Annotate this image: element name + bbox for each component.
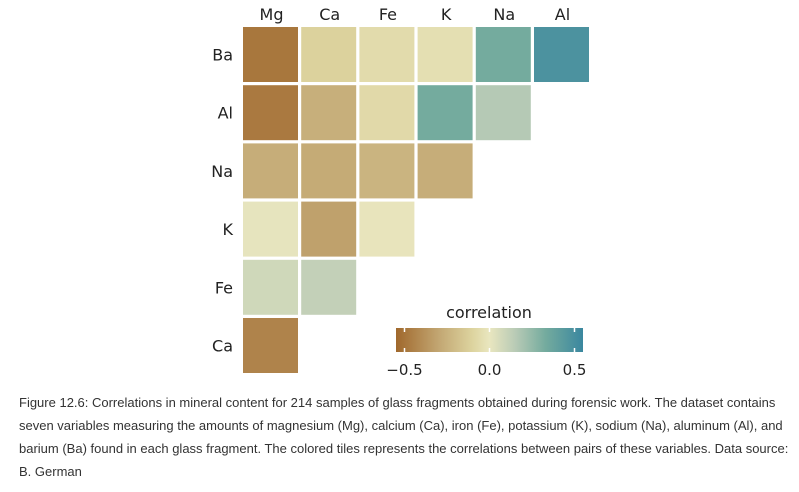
tile-ba-ca — [301, 27, 357, 82]
column-label-ca: Ca — [319, 5, 340, 24]
tile-fe-ca — [301, 259, 357, 315]
tile-ba-na — [475, 27, 531, 82]
tile-k-fe — [359, 201, 415, 257]
column-label-k: K — [441, 5, 452, 24]
tile-ba-fe — [359, 27, 415, 82]
legend-title: correlation — [446, 303, 532, 322]
row-labels: Ba Al Na K Fe Ca — [211, 46, 233, 356]
column-label-al: Al — [555, 5, 570, 24]
tile-al-k — [417, 85, 473, 141]
tile-al-fe — [359, 85, 415, 141]
column-labels: Mg Ca Fe K Na Al — [260, 5, 571, 24]
tile-na-mg — [243, 143, 298, 199]
tile-na-k — [417, 143, 473, 199]
legend-tick-label: 0.5 — [563, 361, 587, 379]
row-label-na: Na — [211, 162, 233, 181]
tile-ba-mg — [243, 27, 298, 82]
row-label-ca: Ca — [212, 337, 233, 356]
row-label-k: K — [223, 220, 234, 239]
heatmap-tiles — [243, 27, 589, 373]
figure-caption: Figure 12.6: Correlations in mineral con… — [19, 395, 789, 479]
tile-ba-k — [417, 27, 473, 82]
column-label-mg: Mg — [260, 5, 284, 24]
tile-al-ca — [301, 85, 357, 141]
tile-k-ca — [301, 201, 357, 257]
tile-ca-mg — [243, 318, 298, 373]
tile-k-mg — [243, 201, 298, 257]
tile-na-ca — [301, 143, 357, 199]
legend-ticks: −0.5 0.0 0.5 — [386, 328, 586, 379]
column-label-na: Na — [493, 5, 515, 24]
tile-na-fe — [359, 143, 415, 199]
column-label-fe: Fe — [379, 5, 397, 24]
row-label-fe: Fe — [215, 278, 233, 297]
correlation-heatmap: Mg Ca Fe K Na Al Ba Al Na K Fe Ca correlation −0.5… — [211, 5, 589, 379]
legend-tick-label: −0.5 — [386, 361, 422, 379]
tile-al-mg — [243, 85, 298, 141]
tile-ba-al — [534, 27, 589, 82]
row-label-ba: Ba — [212, 46, 233, 65]
row-label-al: Al — [218, 104, 233, 123]
color-legend: correlation −0.5 0.0 0.5 — [386, 303, 586, 379]
tile-al-na — [475, 85, 531, 141]
legend-tick-label: 0.0 — [478, 361, 502, 379]
tile-fe-mg — [243, 259, 298, 315]
